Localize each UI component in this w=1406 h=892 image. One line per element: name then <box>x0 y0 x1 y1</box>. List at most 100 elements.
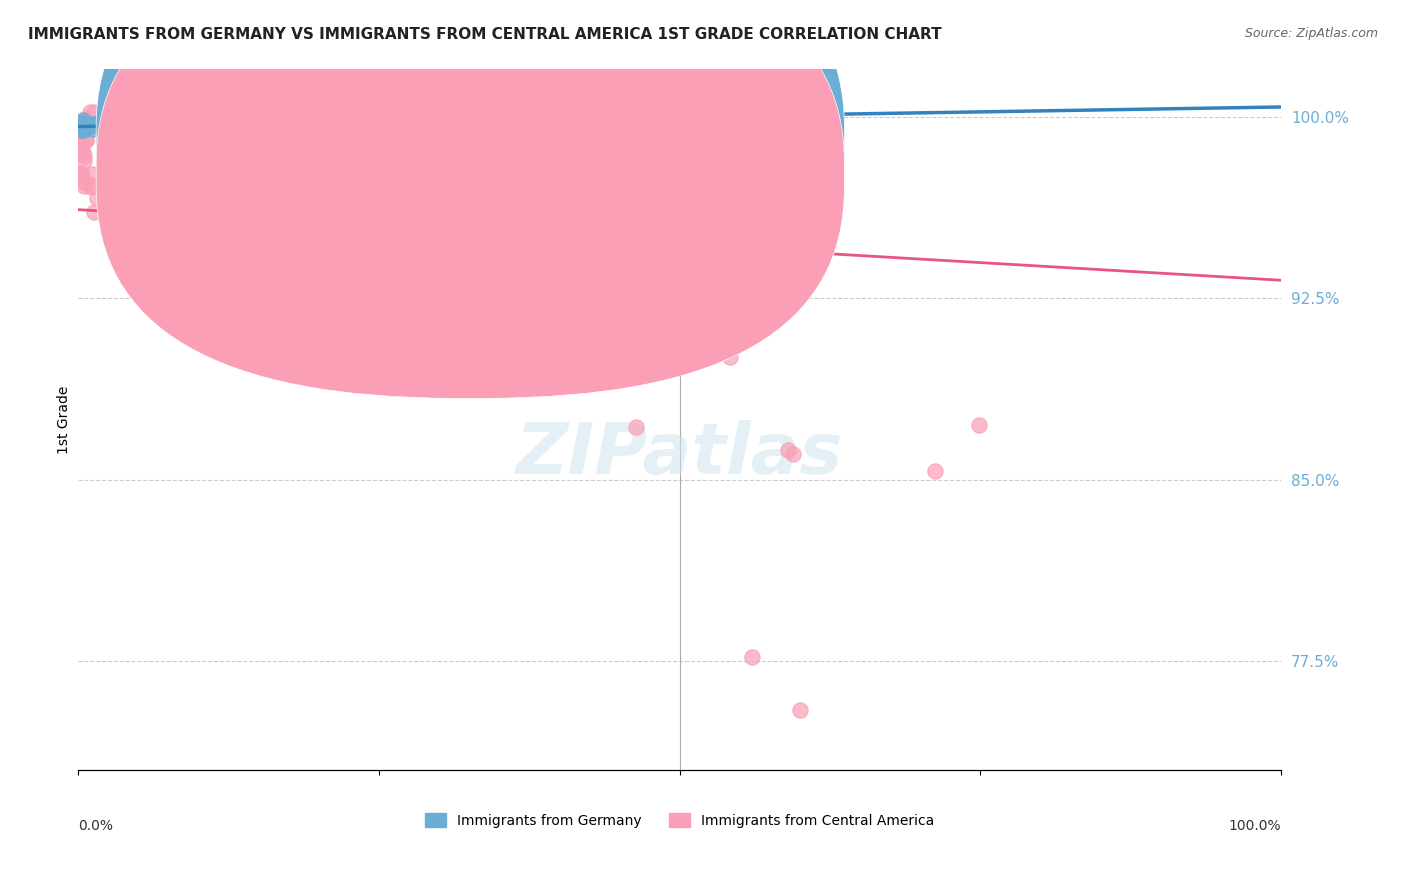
Point <box>333 285 356 300</box>
Point <box>72 120 94 135</box>
Point <box>259 244 281 258</box>
Point <box>194 134 217 148</box>
Point <box>80 179 103 194</box>
Point <box>100 202 122 216</box>
Point <box>254 185 277 199</box>
Point <box>579 293 602 307</box>
Point <box>117 171 139 186</box>
Text: Source: ZipAtlas.com: Source: ZipAtlas.com <box>1244 27 1378 40</box>
Point <box>93 121 115 136</box>
Point <box>114 121 136 136</box>
Point <box>148 108 170 122</box>
Point <box>73 149 96 163</box>
Point <box>204 119 226 133</box>
Point <box>183 171 205 186</box>
Point <box>148 147 170 161</box>
Point <box>238 116 260 130</box>
Point <box>741 649 763 664</box>
Point <box>101 118 124 132</box>
Point <box>79 105 101 120</box>
Point <box>782 447 804 461</box>
Point <box>118 203 141 218</box>
Text: ZIPatlas: ZIPatlas <box>516 420 844 489</box>
Point <box>295 194 318 209</box>
Point <box>179 163 201 178</box>
Point <box>368 117 391 131</box>
Point <box>70 138 93 153</box>
Point <box>75 117 97 131</box>
Point <box>111 105 134 120</box>
Text: R = -0.124  N = 136: R = -0.124 N = 136 <box>494 165 648 180</box>
Point <box>97 212 120 227</box>
Point <box>108 154 131 169</box>
Point <box>117 178 139 193</box>
Point <box>257 185 280 199</box>
Point <box>242 190 264 204</box>
Point <box>467 117 489 131</box>
Point <box>186 231 208 245</box>
Point <box>125 117 148 131</box>
Point <box>145 183 167 197</box>
Text: 100.0%: 100.0% <box>1229 820 1281 833</box>
Point <box>405 208 427 222</box>
FancyBboxPatch shape <box>427 114 787 212</box>
Point <box>97 122 120 136</box>
Point <box>120 122 142 136</box>
Point <box>585 290 607 304</box>
Point <box>606 348 628 362</box>
Point <box>82 178 104 192</box>
Point <box>969 418 991 433</box>
Y-axis label: 1st Grade: 1st Grade <box>58 385 72 454</box>
Point <box>73 179 96 194</box>
Point <box>616 345 638 359</box>
Point <box>114 130 136 145</box>
Point <box>226 194 249 208</box>
Point <box>595 275 617 289</box>
Point <box>97 118 120 132</box>
Point <box>73 116 96 130</box>
Point <box>108 165 131 179</box>
Point <box>72 122 94 136</box>
FancyBboxPatch shape <box>96 0 845 362</box>
Point <box>330 206 353 220</box>
Point <box>588 315 610 329</box>
Point <box>776 442 799 457</box>
Point <box>420 254 443 268</box>
Point <box>107 118 129 132</box>
Point <box>224 186 246 200</box>
Point <box>105 216 128 230</box>
Text: R = 0.509  N =  41: R = 0.509 N = 41 <box>494 130 637 145</box>
Point <box>285 175 308 189</box>
Point <box>402 305 425 319</box>
Point <box>124 218 146 232</box>
Point <box>80 119 103 133</box>
Point <box>72 123 94 137</box>
Point <box>124 154 146 169</box>
Point <box>93 178 115 192</box>
Point <box>688 318 710 332</box>
Point <box>96 121 118 136</box>
Point <box>221 120 243 135</box>
Point <box>70 136 93 151</box>
Point <box>404 292 426 306</box>
Point <box>72 113 94 128</box>
Point <box>72 145 94 160</box>
Text: 0.0%: 0.0% <box>79 820 112 833</box>
Point <box>297 171 319 186</box>
Point <box>789 703 811 717</box>
Point <box>224 170 246 185</box>
Point <box>270 167 292 181</box>
Point <box>69 143 91 157</box>
Point <box>73 153 96 168</box>
Point <box>418 268 440 282</box>
Point <box>134 116 156 130</box>
Point <box>83 205 105 219</box>
Point <box>96 122 118 136</box>
Point <box>208 166 231 180</box>
Point <box>191 211 214 225</box>
Point <box>260 171 283 186</box>
Point <box>349 230 371 244</box>
Point <box>335 232 357 246</box>
Point <box>425 246 447 260</box>
Point <box>70 167 93 181</box>
